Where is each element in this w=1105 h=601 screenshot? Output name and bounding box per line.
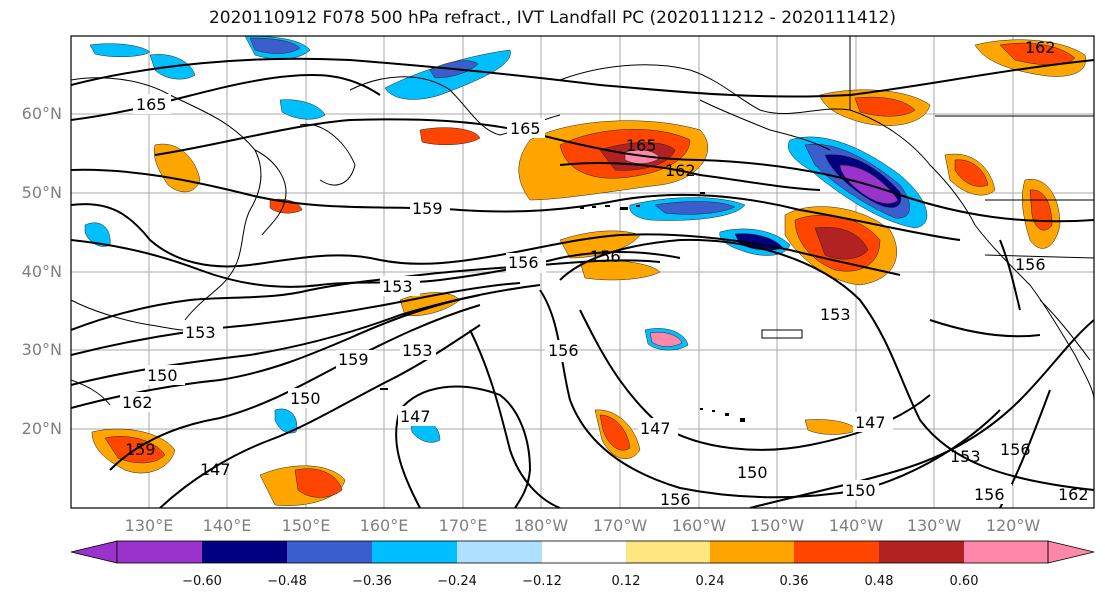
positive-patch (854, 96, 916, 117)
lon-tick-label: 150°W (749, 516, 805, 535)
lat-tick-label: 40°N (21, 262, 62, 281)
contour-label: 153 (185, 323, 216, 342)
lon-tick-label: 160°E (359, 516, 409, 535)
lon-tick-label: 180°W (513, 516, 569, 535)
colorbar-label: 0.12 (611, 574, 641, 589)
contour-label: 159 (338, 350, 369, 369)
colorbar-label: 0.60 (949, 574, 979, 589)
positive-patch (814, 227, 869, 260)
colorbar-label: 0.24 (695, 574, 725, 589)
lon-tick-label: 130°W (906, 516, 962, 535)
contour-label: 156 (508, 253, 539, 272)
contour-label: 165 (510, 119, 541, 138)
colorbar-label: −0.60 (182, 574, 222, 589)
lat-tick-label: 50°N (21, 183, 62, 202)
colorbar (70, 540, 1095, 564)
lon-tick-label: 160°W (671, 516, 727, 535)
contour-label: 153 (950, 447, 981, 466)
positive-patch (954, 159, 989, 187)
colorbar-label: −0.48 (267, 574, 307, 589)
contour-label: 162 (122, 393, 153, 412)
contour-label: 165 (136, 95, 167, 114)
negative-patch (649, 332, 683, 347)
contour-label: 165 (626, 136, 657, 155)
negative-patch (249, 37, 301, 54)
lon-tick-label: 170°W (592, 516, 648, 535)
contour-label: 147 (855, 413, 886, 432)
colorbar-label: 0.36 (779, 574, 809, 589)
lon-tick-label: 140°E (202, 516, 252, 535)
contour-label: 159 (412, 199, 443, 218)
lat-tick-label: 20°N (21, 419, 62, 438)
positive-patch (294, 468, 343, 498)
colorbar-label: −0.36 (352, 574, 392, 589)
contour-label: 162 (1058, 485, 1089, 504)
contour-label: 159 (125, 440, 156, 459)
lon-tick-label: 140°W (828, 516, 884, 535)
lat-tick-label: 60°N (21, 104, 62, 123)
contour-label: 147 (640, 419, 671, 438)
figure-title: 2020110912 F078 500 hPa refract., IVT La… (208, 8, 896, 28)
lon-tick-label: 130°E (124, 516, 174, 535)
negative-patch (279, 99, 326, 120)
lon-tick-label: 120°W (985, 516, 1041, 535)
contour-label: 162 (1025, 38, 1056, 57)
lon-tick-label: 170°E (438, 516, 488, 535)
negative-patch (654, 201, 736, 215)
colorbar-label: 0.48 (864, 574, 894, 589)
contour-label: 150 (290, 389, 321, 408)
map-border (70, 35, 1095, 509)
contour-label: 153 (820, 305, 851, 324)
contour-label: 156 (1000, 440, 1031, 459)
colorbar-extend-high (1047, 540, 1095, 564)
positive-patch (599, 414, 631, 451)
negative-patch (274, 408, 298, 434)
contour-label: 156 (974, 485, 1005, 504)
lon-tick-label: 150°E (281, 516, 331, 535)
contour-label: 150 (845, 481, 876, 500)
colorbar-label: −0.24 (437, 574, 477, 589)
negative-patch (89, 43, 151, 57)
contour-label: 156 (590, 247, 621, 266)
contour-label: 156 (1015, 255, 1046, 274)
contour-label: 147 (200, 460, 231, 479)
contour-label-group: 165 165 165 162 162 159 159 156 156 156 … (120, 38, 1089, 509)
contour-label: 156 (548, 341, 579, 360)
positive-patch (419, 127, 481, 146)
colorbar-extend-low (70, 540, 118, 564)
contour-label: 162 (665, 161, 696, 180)
colorbar-label: −0.12 (522, 574, 562, 589)
contour-label: 147 (400, 407, 431, 426)
contour-label: 150 (147, 366, 178, 385)
positive-patch (999, 42, 1076, 66)
contour-label: 150 (737, 463, 768, 482)
lat-tick-label: 30°N (21, 340, 62, 359)
contour-label: 153 (402, 341, 433, 360)
contour-label: 156 (660, 490, 691, 509)
contour-label: 153 (382, 277, 413, 296)
